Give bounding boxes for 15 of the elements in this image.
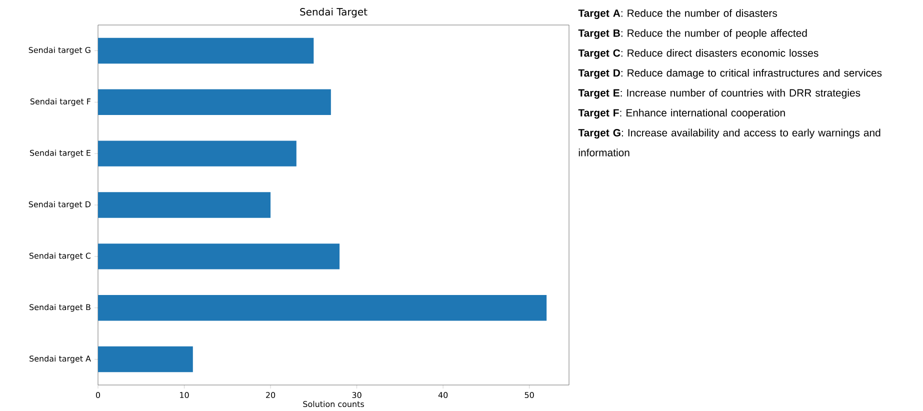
bar (98, 192, 271, 218)
text: Target D: Reduce damage to critical infrastructures and services (578, 68, 882, 79)
text: Target A: Reduce the number of disasters (578, 9, 778, 19)
bar (98, 295, 547, 321)
text: Target B: Reduce the number of people affected (578, 29, 807, 39)
text: Target G: Increase availability and access to early warnings and information (578, 128, 880, 156)
bar (98, 346, 193, 372)
bar (98, 89, 331, 115)
bar (98, 140, 296, 166)
bar (98, 244, 340, 270)
bar (98, 38, 314, 64)
text: Target C: Reduce direct disasters economic losses (578, 49, 818, 59)
text: Target F: Enhance international cooperation (578, 108, 785, 119)
text: Target E: Increase number of countries with DRR strategies (578, 88, 860, 99)
chart-title: Sendai Target (300, 8, 368, 18)
